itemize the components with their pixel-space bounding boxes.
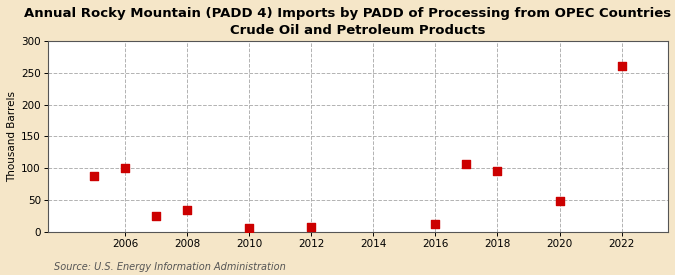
Point xyxy=(430,221,441,226)
Point xyxy=(616,64,627,68)
Point xyxy=(89,174,100,178)
Point xyxy=(306,225,317,229)
Point xyxy=(244,226,254,230)
Y-axis label: Thousand Barrels: Thousand Barrels xyxy=(7,91,17,182)
Point xyxy=(554,199,565,204)
Text: Source: U.S. Energy Information Administration: Source: U.S. Energy Information Administ… xyxy=(54,262,286,272)
Title: Annual Rocky Mountain (PADD 4) Imports by PADD of Processing from OPEC Countries: Annual Rocky Mountain (PADD 4) Imports b… xyxy=(24,7,675,37)
Point xyxy=(182,207,193,212)
Point xyxy=(120,166,131,170)
Point xyxy=(151,214,162,218)
Point xyxy=(461,162,472,167)
Point xyxy=(492,169,503,174)
